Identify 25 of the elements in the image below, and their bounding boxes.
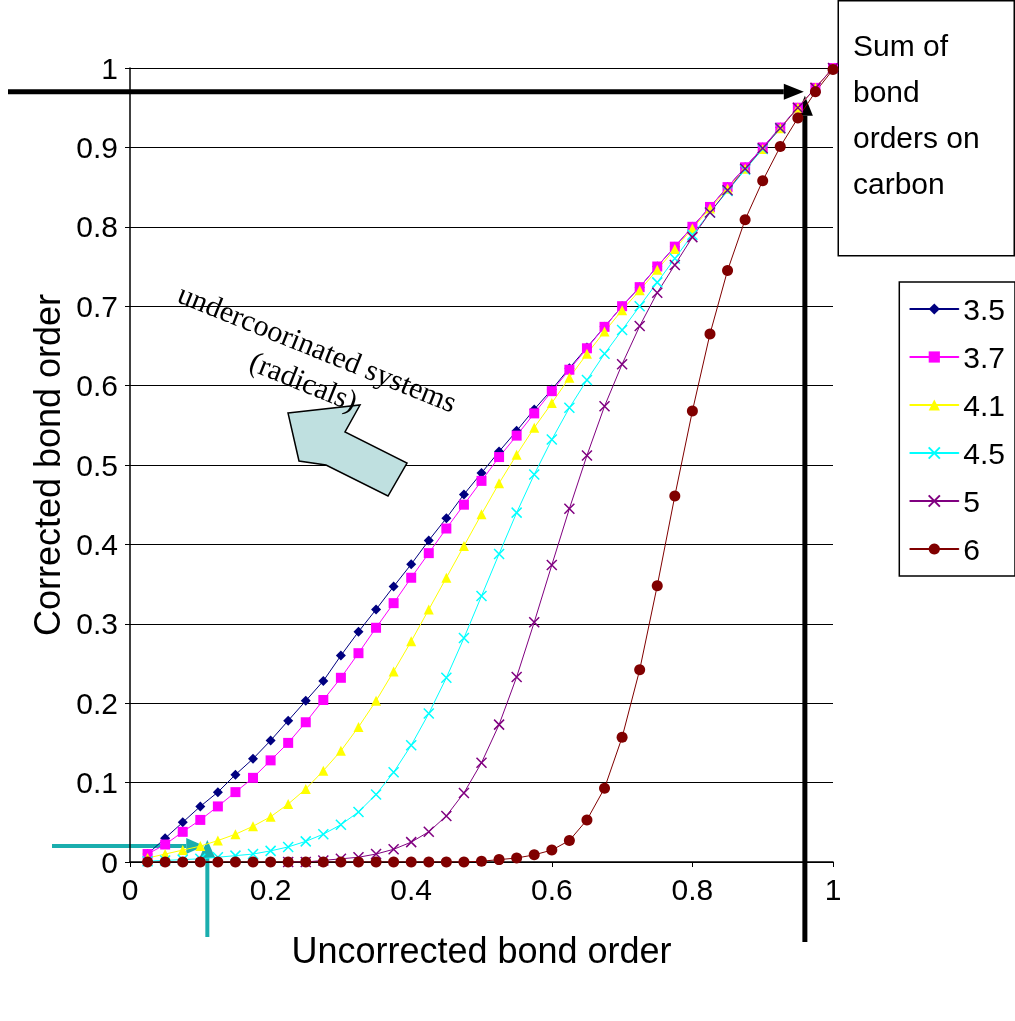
x-tick-label: 0.8 xyxy=(671,872,714,906)
legend-title: Sum of bond orders on carbon xyxy=(853,28,989,200)
legend-label: 3.7 xyxy=(963,340,1006,374)
x-axis-title: Uncorrected bond order xyxy=(291,929,672,971)
y-tick-label: 0.3 xyxy=(76,607,118,641)
x-tick-label: 0.6 xyxy=(530,872,573,906)
y-tick-label: 0.2 xyxy=(76,686,118,720)
y-tick-label: 0 xyxy=(101,845,118,879)
y-tick-label: 0.5 xyxy=(76,448,118,482)
legend-label: 4.1 xyxy=(963,388,1006,422)
x-tick-label: 0.2 xyxy=(249,872,292,906)
y-tick-label: 0.1 xyxy=(76,766,118,800)
y-tick-label: 1 xyxy=(101,51,118,85)
y-tick-label: 0.8 xyxy=(76,210,118,244)
x-tick-label: 0.4 xyxy=(390,872,433,906)
y-tick-label: 0.4 xyxy=(76,527,118,561)
x-tick-label: 1 xyxy=(824,872,842,906)
y-tick-label: 0.9 xyxy=(76,130,118,164)
legend-label: 5 xyxy=(963,484,980,518)
legend-label: 6 xyxy=(963,532,980,566)
y-tick-label: 0.7 xyxy=(76,289,118,323)
legend-label: 3.5 xyxy=(963,292,1006,326)
y-axis-title: Corrected bond order xyxy=(26,293,68,637)
legend-label: 4.5 xyxy=(963,436,1006,470)
y-tick-label: 0.6 xyxy=(76,369,118,403)
